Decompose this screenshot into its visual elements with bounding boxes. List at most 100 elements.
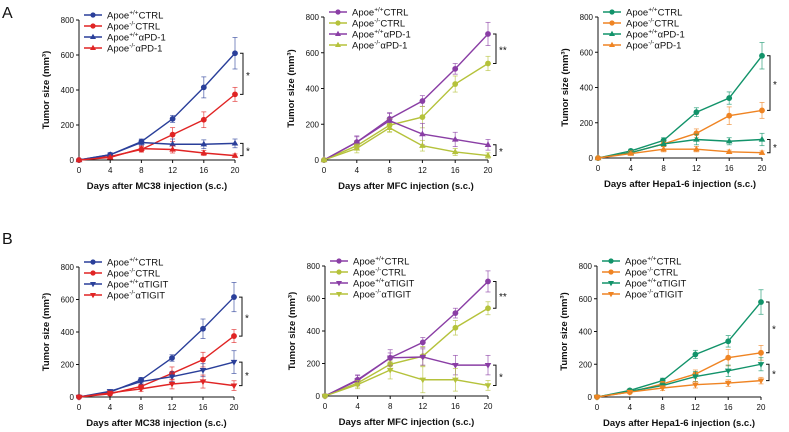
chart-5: 0 200 400 600 800 0 4 8 12 16 20 Days after MFC inj… xyxy=(287,256,507,429)
data-point xyxy=(199,368,207,374)
series-line xyxy=(596,379,762,398)
data-point xyxy=(693,130,700,137)
series-line xyxy=(323,127,489,161)
series-4 xyxy=(321,360,492,400)
x-tick-label: 20 xyxy=(230,403,239,412)
data-point xyxy=(419,354,427,361)
data-point xyxy=(386,355,394,362)
data-point xyxy=(230,359,238,366)
y-axis-label: Tumor size (mm³) xyxy=(41,293,52,371)
legend: Apoe+/+CTRLApoe-/-CTRLApoe+/+αTIGITApoe-… xyxy=(602,256,687,301)
series-line xyxy=(324,307,489,397)
data-point xyxy=(231,333,237,339)
data-point xyxy=(386,124,393,130)
significance-bracket: * xyxy=(240,142,250,158)
legend-label: Apoe+/+CTRL xyxy=(107,257,163,269)
significance-bracket: * xyxy=(239,361,249,387)
data-point xyxy=(419,130,426,137)
legend-label: Apoe+/+CTRL xyxy=(352,7,408,19)
data-point xyxy=(452,81,459,87)
legend-label: Apoe-/-αTIGIT xyxy=(625,289,683,301)
legend-item: Apoe-/-CTRL xyxy=(84,21,160,33)
data-point xyxy=(419,339,426,346)
legend-item: Apoe+/+αTIGIT xyxy=(84,279,169,291)
legend-item: Apoe-/-αTIGIT xyxy=(84,290,165,302)
legend-marker xyxy=(609,41,615,47)
x-tick-label: 8 xyxy=(661,164,666,173)
legend-label: Apoe-/-CTRL xyxy=(625,267,678,279)
series-line xyxy=(597,138,763,159)
legend-marker xyxy=(90,259,96,265)
y-tick-label: 200 xyxy=(580,119,594,128)
significance-mark: * xyxy=(773,80,777,91)
legend-item: Apoe+/+αPD-1 xyxy=(603,29,685,41)
x-tick-label: 4 xyxy=(355,402,360,411)
significance-mark: * xyxy=(772,324,776,335)
legend-item: Apoe-/-αPD-1 xyxy=(329,40,407,52)
x-tick-label: 4 xyxy=(629,164,634,173)
legend-label: Apoe-/-αPD-1 xyxy=(626,40,681,52)
legend-label: Apoe+/+αPD-1 xyxy=(107,32,166,44)
x-tick-label: 0 xyxy=(323,402,328,411)
series-2 xyxy=(76,329,237,400)
data-point xyxy=(659,385,666,392)
data-point xyxy=(232,91,238,98)
series-line xyxy=(323,62,489,161)
data-point xyxy=(231,152,239,158)
data-point xyxy=(692,351,699,358)
x-tick-label: 4 xyxy=(108,166,113,175)
legend-marker xyxy=(608,281,614,287)
bracket-line xyxy=(493,144,497,157)
y-tick-label: 600 xyxy=(306,49,320,58)
significance-bracket: * xyxy=(767,138,777,154)
data-point xyxy=(75,394,83,401)
y-tick-label: 200 xyxy=(61,121,75,130)
y-tick-label: 800 xyxy=(61,16,75,25)
significance-mark: * xyxy=(245,314,249,325)
legend-marker xyxy=(90,33,96,39)
legend-label: Apoe+/+CTRL xyxy=(353,256,409,268)
data-point xyxy=(693,145,700,152)
y-axis-label: Tumor size (mm³) xyxy=(286,49,297,127)
significance-bracket: ** xyxy=(493,33,507,64)
data-point xyxy=(660,140,667,147)
x-axis-label: Days after MFC injection (s.c.) xyxy=(339,417,475,428)
x-tick-label: 16 xyxy=(199,403,208,412)
legend-label: Apoe+/+αTIGIT xyxy=(107,279,169,291)
data-point xyxy=(231,294,237,300)
x-tick-label: 8 xyxy=(139,403,144,412)
data-point xyxy=(169,146,176,152)
significance-bracket: * xyxy=(239,296,249,337)
series-line xyxy=(597,109,763,159)
series-3 xyxy=(321,348,492,400)
series-2 xyxy=(594,345,764,400)
y-tick-label: 600 xyxy=(61,296,75,305)
y-tick-label: 0 xyxy=(315,156,320,165)
series-line xyxy=(596,352,762,398)
data-point xyxy=(693,135,700,142)
data-point xyxy=(419,114,426,120)
bracket-line xyxy=(766,363,770,382)
data-point xyxy=(169,131,176,138)
legend-marker xyxy=(609,20,615,26)
x-tick-label: 16 xyxy=(724,403,733,412)
legend-label: Apoe-/-αTIGIT xyxy=(353,289,411,301)
x-tick-label: 12 xyxy=(418,402,427,411)
y-tick-label: 200 xyxy=(306,120,320,129)
legend-item: Apoe+/+αTIGIT xyxy=(330,278,415,290)
data-point xyxy=(106,390,114,397)
legend-marker xyxy=(608,292,614,298)
series-line xyxy=(323,119,489,161)
legend-marker xyxy=(336,269,342,275)
legend-marker xyxy=(335,41,341,47)
legend-item: Apoe-/-αTIGIT xyxy=(330,289,411,301)
y-axis-label: Tumor size (mm³) xyxy=(287,292,298,370)
legend-item: Apoe+/+CTRL xyxy=(602,256,681,268)
x-tick-label: 12 xyxy=(691,403,700,412)
legend-label: Apoe-/-CTRL xyxy=(352,18,405,30)
x-tick-label: 0 xyxy=(77,166,82,175)
data-point xyxy=(485,31,491,37)
data-point xyxy=(484,152,492,158)
x-tick-label: 0 xyxy=(596,164,601,173)
